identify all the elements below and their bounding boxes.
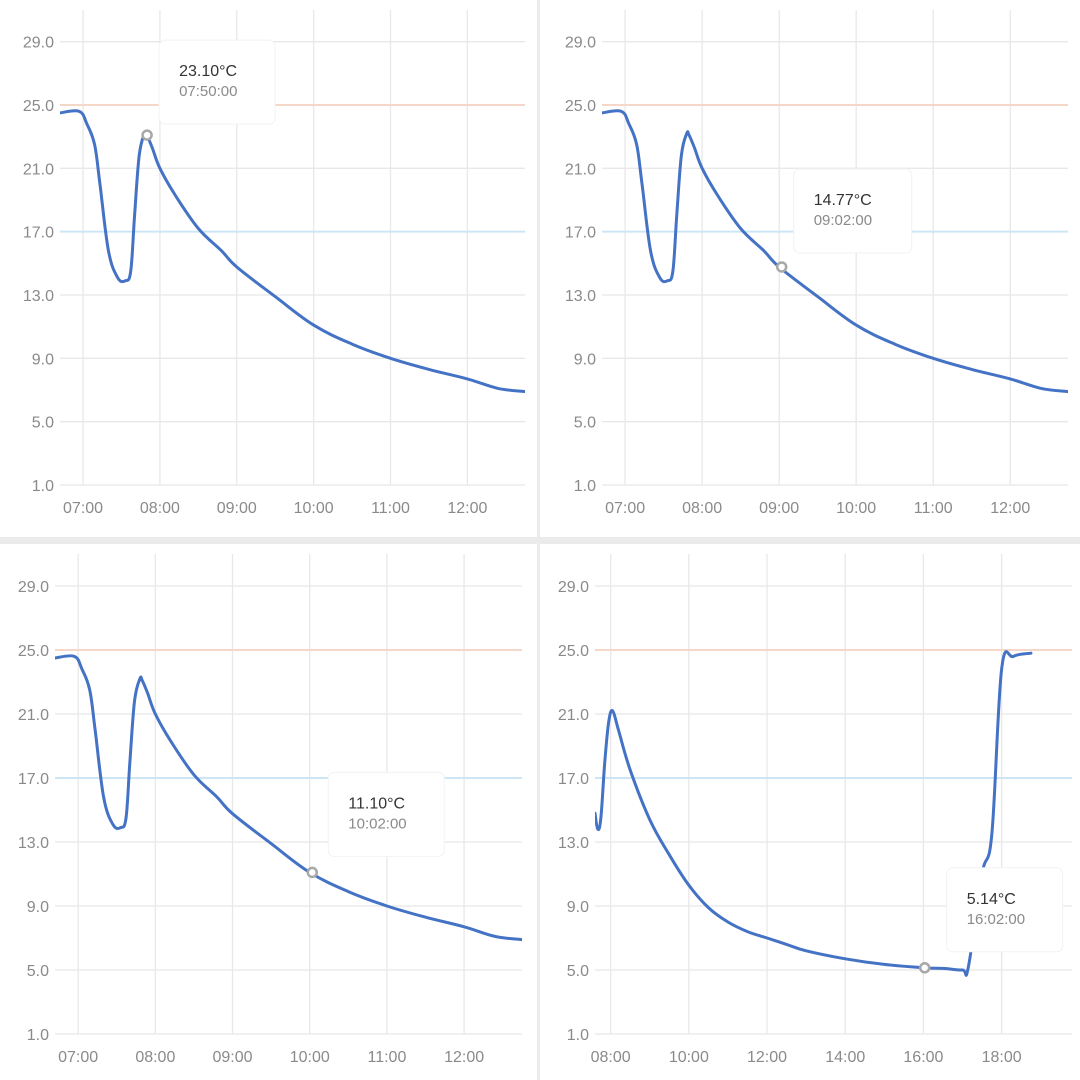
temperature-series-line xyxy=(602,109,1068,394)
x-tick-label: 08:00 xyxy=(591,1049,631,1066)
x-tick-label: 08:00 xyxy=(135,1049,175,1066)
tooltip-box xyxy=(158,39,276,125)
tooltip: 5.14°C 16:02:00 xyxy=(946,867,1064,953)
y-tick-label: 25.0 xyxy=(23,98,54,115)
tooltip-box xyxy=(946,867,1064,953)
y-tick-label: 25.0 xyxy=(558,643,589,660)
y-tick-label: 1.0 xyxy=(32,478,54,495)
x-tick-label: 09:00 xyxy=(217,500,257,517)
y-tick-label: 21.0 xyxy=(565,161,596,178)
x-tick-label: 11:00 xyxy=(367,1049,406,1066)
x-tick-label: 12:00 xyxy=(447,500,487,517)
x-tick-label: 10:00 xyxy=(294,500,334,517)
x-tick-label: 10:00 xyxy=(669,1049,709,1066)
tooltip-marker[interactable] xyxy=(775,261,788,273)
x-tick-label: 11:00 xyxy=(371,500,410,517)
y-tick-label: 9.0 xyxy=(32,351,54,368)
x-tick-label: 12:00 xyxy=(444,1049,484,1066)
x-tick-label: 10:00 xyxy=(836,500,876,517)
x-tick-label: 07:00 xyxy=(63,500,103,517)
x-tick-label: 08:00 xyxy=(140,500,180,517)
x-tick-label: 18:00 xyxy=(982,1049,1022,1066)
chart-svg: 29.0 25.0 21.0 17.0 13.0 9.0 5.0 1.0 07:00 08:00 0… xyxy=(18,554,522,1066)
y-tick-label: 21.0 xyxy=(23,161,54,178)
tooltip-value: 5.14°C xyxy=(967,891,1016,908)
y-tick-label: 13.0 xyxy=(565,288,596,305)
tooltip-time: 07:50:00 xyxy=(179,83,237,100)
y-tick-label: 9.0 xyxy=(574,351,596,368)
tooltip-value: 14.77°C xyxy=(814,192,872,209)
y-tick-label: 13.0 xyxy=(558,835,589,852)
y-tick-label: 17.0 xyxy=(565,225,596,242)
x-tick-label: 12:00 xyxy=(747,1049,787,1066)
y-tick-label: 1.0 xyxy=(567,1027,589,1044)
tooltip-time: 09:02:00 xyxy=(814,212,872,229)
chart-panel-bottom-right[interactable]: 29.0 25.0 21.0 17.0 13.0 9.0 5.0 1.0 08:00 10:00 1… xyxy=(540,544,1080,1080)
y-tick-label: 5.0 xyxy=(32,415,54,432)
chart-svg: 29.0 25.0 21.0 17.0 13.0 9.0 5.0 1.0 07:00 08:00 0… xyxy=(23,10,525,517)
tooltip-box xyxy=(327,771,445,857)
y-tick-label: 9.0 xyxy=(567,899,589,916)
temperature-series-line xyxy=(60,109,525,394)
y-tick-label: 5.0 xyxy=(574,415,596,432)
x-tick-label: 07:00 xyxy=(605,500,645,517)
y-tick-label: 1.0 xyxy=(574,478,596,495)
tooltip-value: 23.10°C xyxy=(179,63,237,80)
y-tick-label: 17.0 xyxy=(18,771,49,788)
temperature-series-line xyxy=(55,654,522,942)
y-tick-label: 29.0 xyxy=(23,35,54,52)
tooltip: 11.10°C 10:02:00 xyxy=(327,771,445,857)
chart-panel-top-left[interactable]: 29.0 25.0 21.0 17.0 13.0 9.0 5.0 1.0 07:00 08:00 0… xyxy=(0,0,537,537)
tooltip-time: 10:02:00 xyxy=(348,815,406,832)
x-tick-label: 11:00 xyxy=(914,500,953,517)
x-tick-label: 08:00 xyxy=(682,500,722,517)
panel-divider-horizontal xyxy=(0,537,1080,544)
x-tick-label: 09:00 xyxy=(213,1049,253,1066)
y-tick-label: 1.0 xyxy=(27,1027,49,1044)
y-tick-label: 5.0 xyxy=(27,963,49,980)
tooltip: 23.10°C 07:50:00 xyxy=(158,39,276,125)
tooltip-box xyxy=(793,168,913,254)
y-tick-label: 25.0 xyxy=(565,98,596,115)
y-tick-label: 21.0 xyxy=(558,707,589,724)
x-tick-label: 12:00 xyxy=(990,500,1030,517)
y-tick-label: 17.0 xyxy=(23,225,54,242)
y-tick-label: 29.0 xyxy=(565,35,596,52)
chart-panel-bottom-left[interactable]: 29.0 25.0 21.0 17.0 13.0 9.0 5.0 1.0 07:00 08:00 0… xyxy=(0,544,537,1080)
x-tick-label: 16:00 xyxy=(903,1049,943,1066)
chart-svg: 29.0 25.0 21.0 17.0 13.0 9.0 5.0 1.0 07:00 08:00 0… xyxy=(565,10,1068,517)
x-tick-label: 07:00 xyxy=(58,1049,98,1066)
y-tick-label: 5.0 xyxy=(567,963,589,980)
x-tick-label: 09:00 xyxy=(759,500,799,517)
tooltip-marker[interactable] xyxy=(306,866,319,879)
y-tick-label: 13.0 xyxy=(18,835,49,852)
tooltip-marker[interactable] xyxy=(141,129,153,141)
y-tick-label: 13.0 xyxy=(23,288,54,305)
tooltip-value: 11.10°C xyxy=(348,795,405,812)
y-tick-label: 21.0 xyxy=(18,707,49,724)
y-tick-label: 25.0 xyxy=(18,643,49,660)
x-tick-label: 10:00 xyxy=(290,1049,330,1066)
chart-panel-top-right[interactable]: 29.0 25.0 21.0 17.0 13.0 9.0 5.0 1.0 07:00 08:00 0… xyxy=(540,0,1080,537)
y-tick-label: 9.0 xyxy=(27,899,49,916)
tooltip: 14.77°C 09:02:00 xyxy=(793,168,913,254)
x-tick-label: 14:00 xyxy=(825,1049,865,1066)
y-tick-label: 29.0 xyxy=(558,579,589,596)
tooltip-marker[interactable] xyxy=(918,962,931,974)
chart-svg: 29.0 25.0 21.0 17.0 13.0 9.0 5.0 1.008:00 10:00 1… xyxy=(558,554,1072,1066)
y-tick-label: 17.0 xyxy=(558,771,589,788)
tooltip-time: 16:02:00 xyxy=(967,911,1025,928)
y-tick-label: 29.0 xyxy=(18,579,49,596)
